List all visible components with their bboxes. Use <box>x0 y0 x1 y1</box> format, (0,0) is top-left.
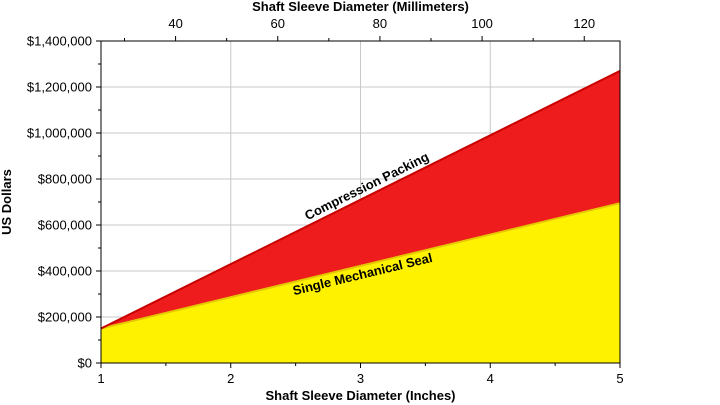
x2-tick-label: 80 <box>373 16 387 31</box>
y-tick-label: $200,000 <box>38 310 92 325</box>
y-tick-label: $400,000 <box>38 264 92 279</box>
y-tick-label: $1,400,000 <box>27 34 92 49</box>
x-tick-label: 2 <box>227 371 234 386</box>
series-lines <box>100 70 621 330</box>
x2-tick-label: 60 <box>271 16 285 31</box>
area-single-mechanical-seal <box>101 203 620 363</box>
x2-tick-label: 120 <box>573 16 595 31</box>
y-tick-label: $800,000 <box>38 172 92 187</box>
line-single-mechanical-seal <box>100 202 621 330</box>
y-tick-label: $1,000,000 <box>27 126 92 141</box>
y-tick-label: $600,000 <box>38 218 92 233</box>
ticks: $0 $200,000 $400,000 $600,000 $800,000 $1,000… <box>27 16 624 386</box>
x-tick-label: 5 <box>616 371 623 386</box>
y-tick-label: $1,200,000 <box>27 80 92 95</box>
x-tick-label: 1 <box>97 371 104 386</box>
x-axis-title: Shaft Sleeve Diameter (Inches) <box>265 388 455 403</box>
y-tick-label: $0 <box>78 356 92 371</box>
y-axis-title: US Dollars <box>0 169 14 235</box>
line-compression-packing <box>100 70 621 330</box>
x2-tick-label: 100 <box>471 16 493 31</box>
x2-axis-title: Shaft Sleeve Diameter (Millimeters) <box>252 0 469 14</box>
x-tick-label: 4 <box>487 371 494 386</box>
x-tick-label: 3 <box>357 371 364 386</box>
x2-tick-label: 40 <box>168 16 182 31</box>
